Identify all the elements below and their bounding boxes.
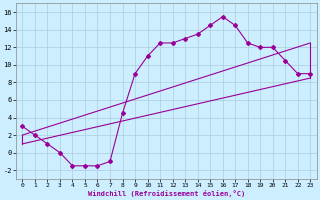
X-axis label: Windchill (Refroidissement éolien,°C): Windchill (Refroidissement éolien,°C) — [88, 190, 245, 197]
